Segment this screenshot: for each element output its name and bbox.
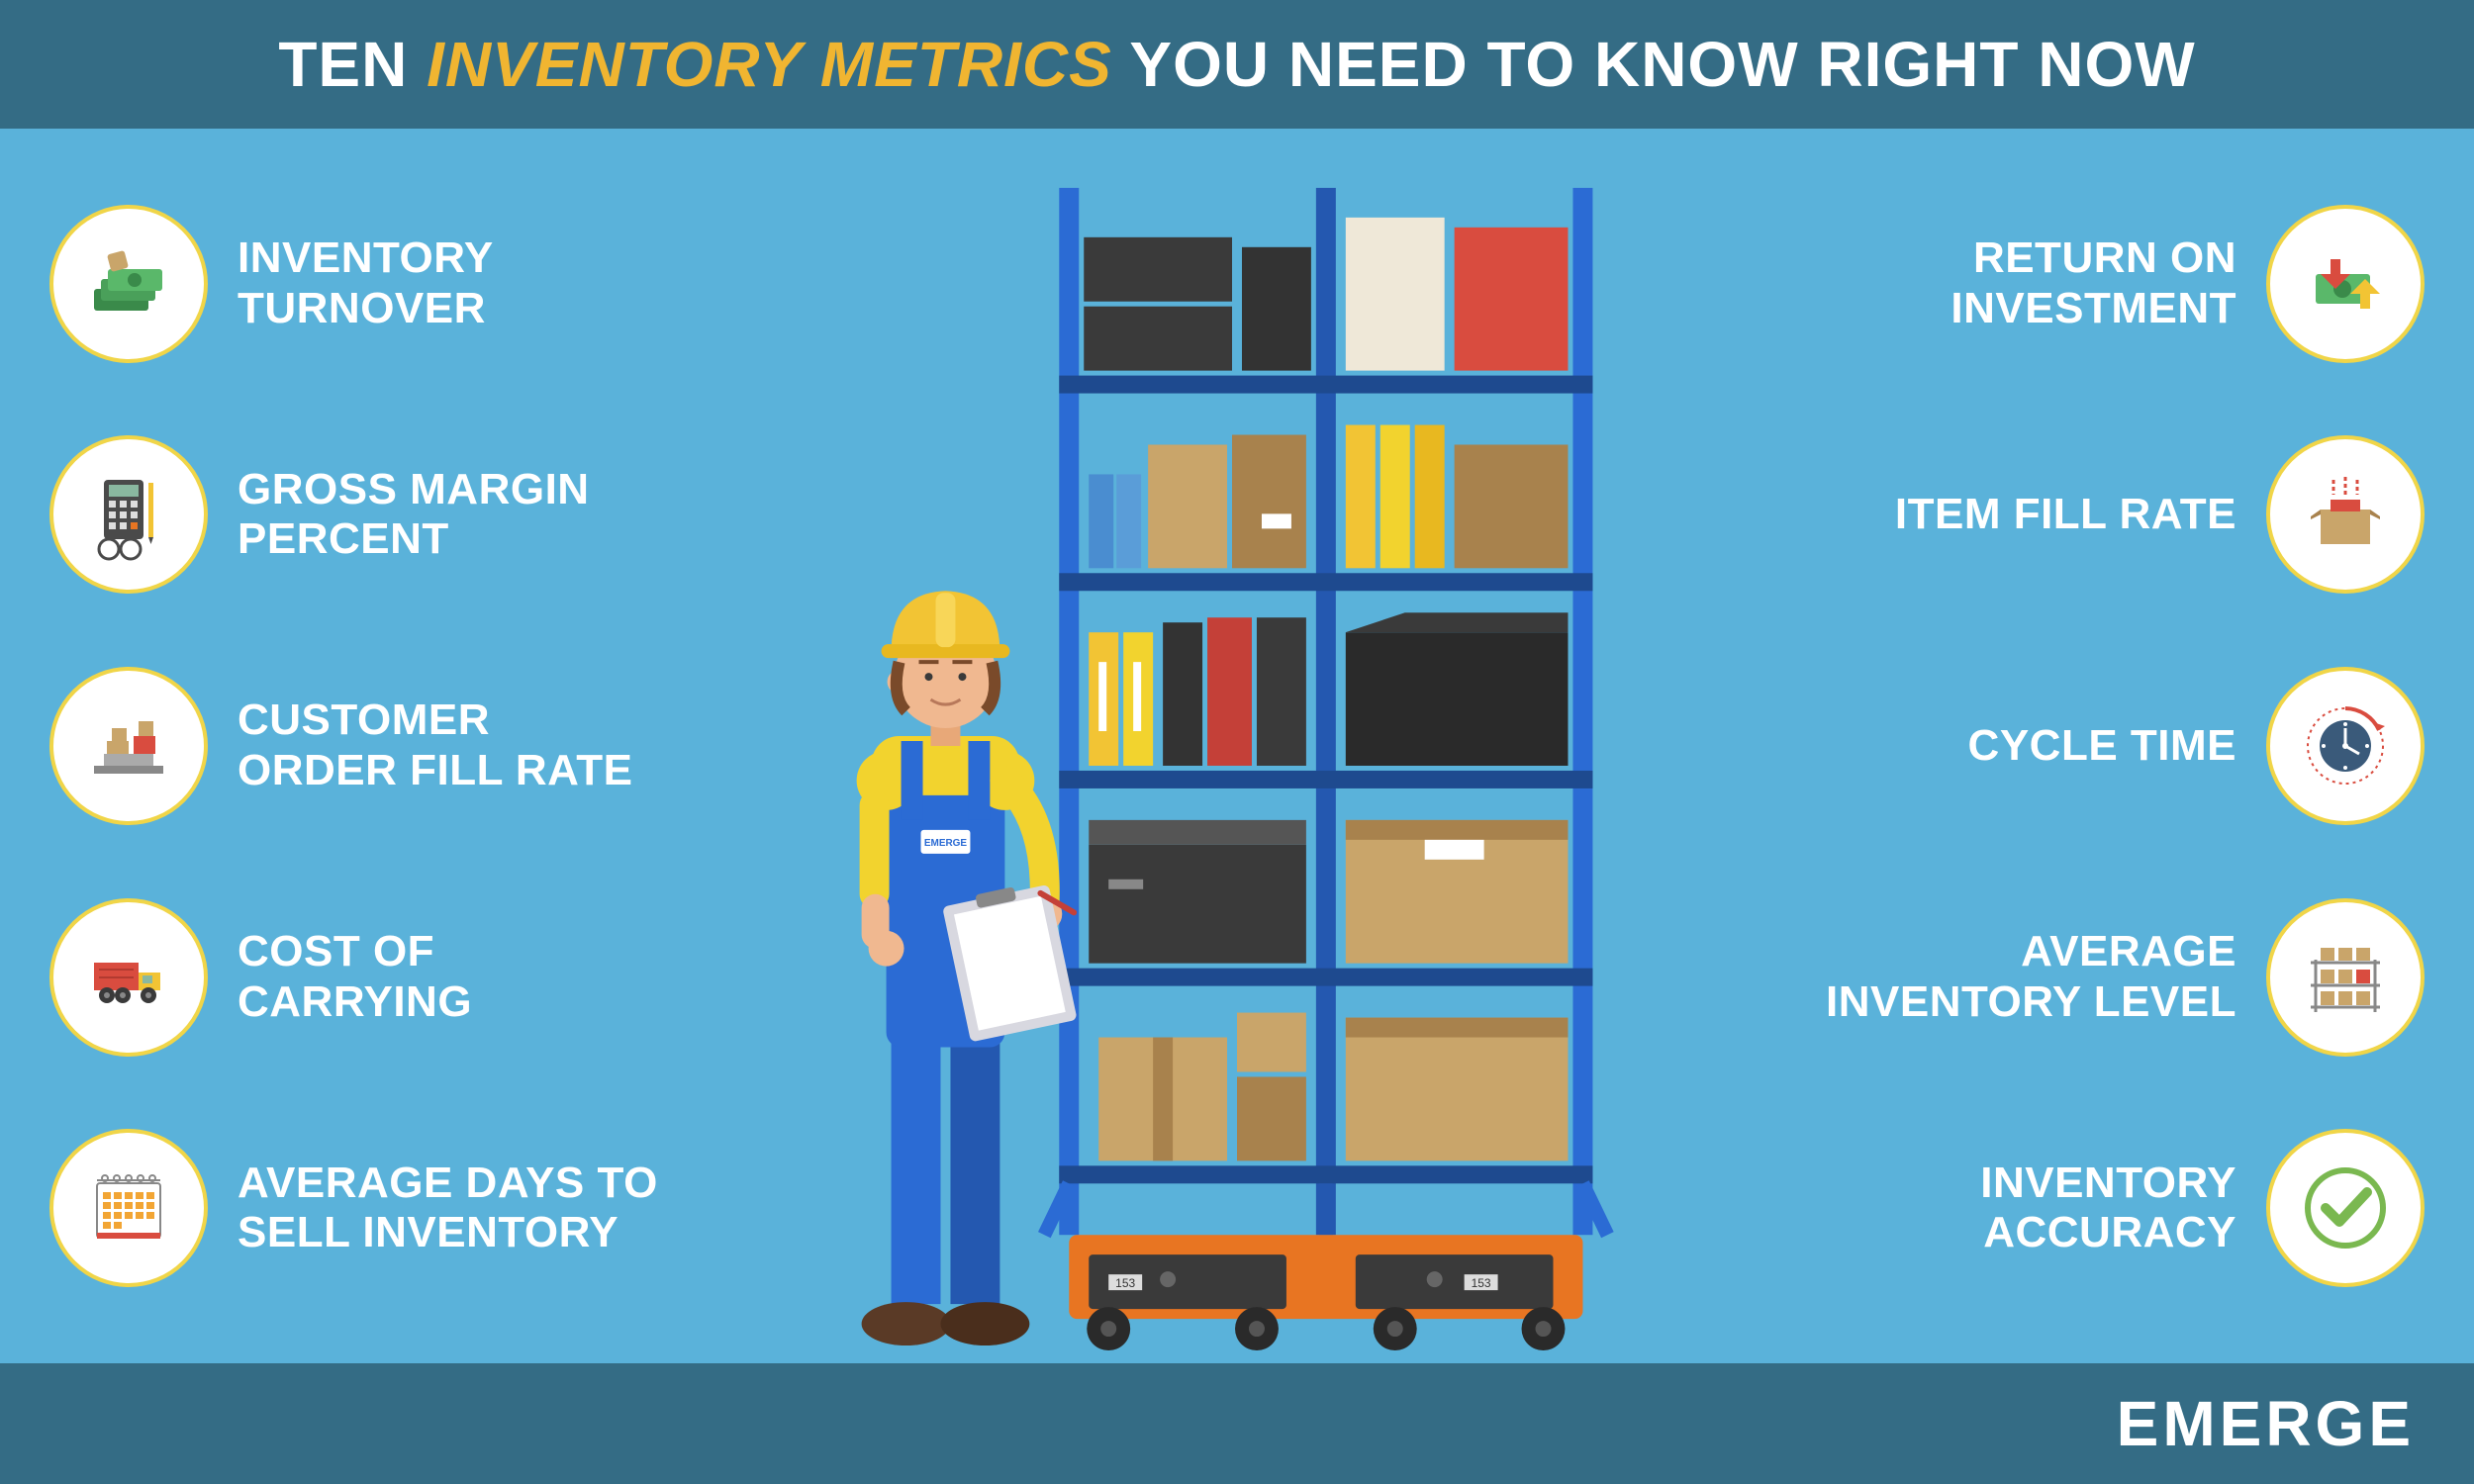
metric-label: CYCLE TIME xyxy=(1968,721,2236,772)
metric-inventory-turnover: INVENTORYTURNOVER xyxy=(49,205,663,363)
left-metrics-column: INVENTORYTURNOVER xyxy=(0,129,713,1363)
metric-return-on-investment: RETURN ONINVESTMENT xyxy=(1811,205,2425,363)
calculator-icon xyxy=(49,435,208,594)
metric-label: CUSTOMERORDER FILL RATE xyxy=(238,696,632,795)
warehouse-worker: EMERGE xyxy=(857,591,1079,1345)
metric-cycle-time: CYCLE TIME xyxy=(1811,667,2425,825)
box-fill-icon xyxy=(2266,435,2425,594)
metric-average-inventory-level: AVERAGEINVENTORY LEVEL xyxy=(1811,898,2425,1057)
svg-text:153: 153 xyxy=(1472,1276,1491,1290)
svg-text:153: 153 xyxy=(1115,1276,1135,1290)
metric-cost-of-carrying: COST OFCARRYING xyxy=(49,898,663,1057)
calendar-icon xyxy=(49,1129,208,1287)
svg-text:EMERGE: EMERGE xyxy=(924,838,968,849)
metric-gross-margin: GROSS MARGINPERCENT xyxy=(49,435,663,594)
scale-boxes-icon xyxy=(49,667,208,825)
metric-item-fill-rate: ITEM FILL RATE xyxy=(1811,435,2425,594)
body-area: INVENTORYTURNOVER xyxy=(0,129,2474,1363)
infographic-root: TEN INVENTORY METRICS YOU NEED TO KNOW R… xyxy=(0,0,2474,1484)
warehouse-robot: 153 153 xyxy=(1069,1235,1582,1350)
center-illustration: 153 153 xyxy=(792,129,1682,1363)
metric-label: ITEM FILL RATE xyxy=(1895,490,2236,540)
checkmark-icon xyxy=(2266,1129,2425,1287)
right-metrics-column: RETURN ONINVESTMENT xyxy=(1761,129,2474,1363)
truck-icon xyxy=(49,898,208,1057)
metric-label: GROSS MARGINPERCENT xyxy=(238,465,590,565)
metric-customer-order-fill-rate: CUSTOMERORDER FILL RATE xyxy=(49,667,663,825)
metric-label: COST OFCARRYING xyxy=(238,927,472,1027)
money-arrows-icon xyxy=(2266,205,2425,363)
metric-label: AVERAGEINVENTORY LEVEL xyxy=(1826,927,2236,1027)
metric-average-days-to-sell: AVERAGE DAYS TOSELL INVENTORY xyxy=(49,1129,663,1287)
metric-label: AVERAGE DAYS TOSELL INVENTORY xyxy=(238,1159,658,1258)
title-part1: TEN xyxy=(278,29,427,100)
header-bar: TEN INVENTORY METRICS YOU NEED TO KNOW R… xyxy=(0,0,2474,129)
metric-inventory-accuracy: INVENTORYACCURACY xyxy=(1811,1129,2425,1287)
footer-bar: EMERGE xyxy=(0,1363,2474,1484)
money-stack-icon xyxy=(49,205,208,363)
title-part3: YOU NEED TO KNOW RIGHT NOW xyxy=(1112,29,2196,100)
shelf-boxes-icon xyxy=(2266,898,2425,1057)
shelf-unit xyxy=(1044,188,1607,1235)
metric-label: RETURN ONINVESTMENT xyxy=(1951,233,2236,333)
title-part2: INVENTORY METRICS xyxy=(427,29,1112,100)
brand-logo: EMERGE xyxy=(2117,1388,2415,1459)
clock-cycle-icon xyxy=(2266,667,2425,825)
metric-label: INVENTORYACCURACY xyxy=(1980,1159,2236,1258)
metric-label: INVENTORYTURNOVER xyxy=(238,233,494,333)
